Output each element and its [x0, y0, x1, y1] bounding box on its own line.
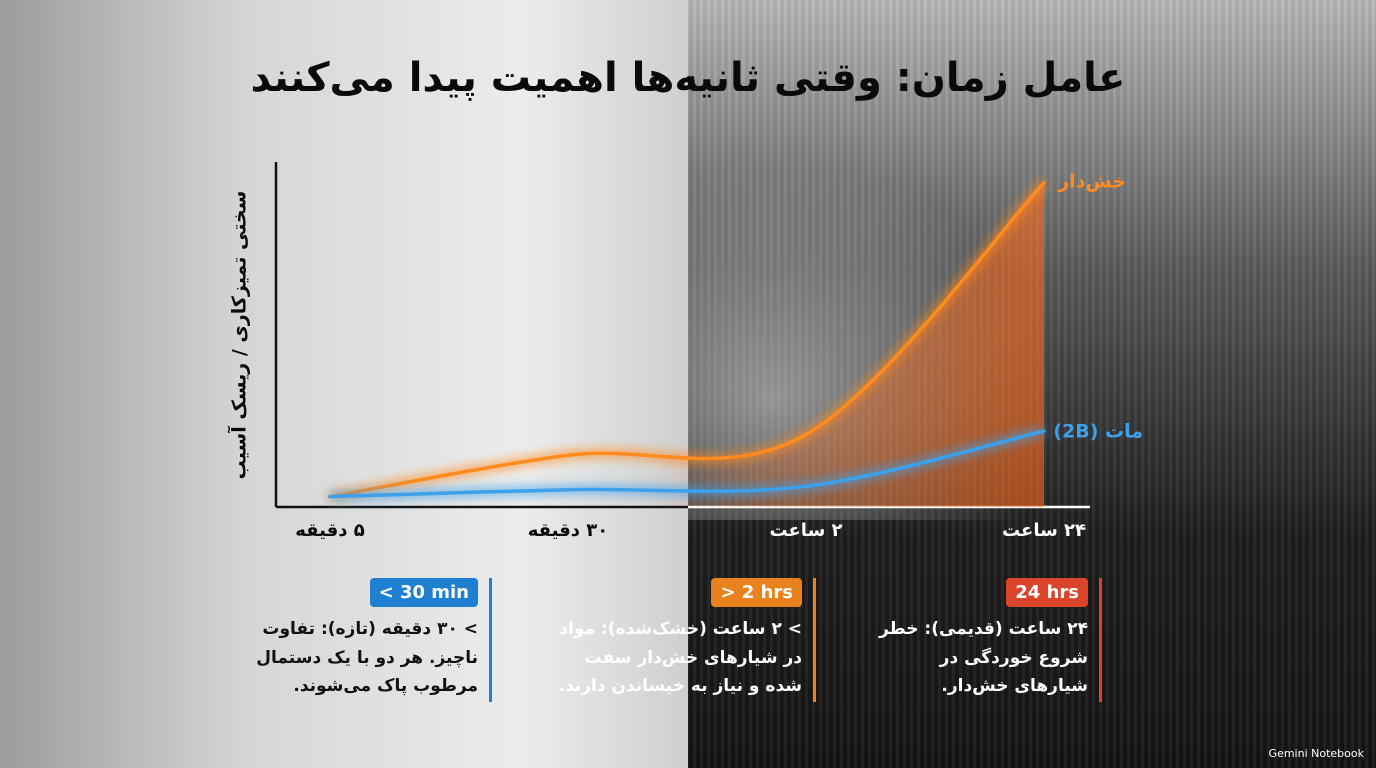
x-tick-label: ۵ دقیقه — [295, 520, 365, 541]
series-label: مات (2B) — [1053, 421, 1143, 443]
callout-body: ۲۴ ساعت (قدیمی): خطر شروع خوردگی در شیارها… — [848, 615, 1088, 701]
callout-text: ناچیز. هر دو با یک دستمال — [256, 647, 478, 668]
callout-body: > ۳۰ دقیقه (تازه): تفاوت ناچیز. هر دو با … — [238, 615, 478, 701]
area — [330, 182, 1044, 507]
footer: Gemini Notebook — [1268, 747, 1364, 760]
callout-text: > ۳۰ دقیقه (تازه): تفاوت — [262, 619, 478, 639]
x-tick-label: ۳۰ دقیقه — [528, 520, 609, 541]
callout-body: > ۲ ساعت (خشک‌شده): مواد در شیارهای خش‌دا… — [558, 615, 802, 701]
callout: > 2 hrs > ۲ ساعت (خشک‌شده): مواد در شیارها… — [558, 578, 802, 701]
x-tick-label: ۲۴ ساعت — [1002, 520, 1086, 541]
callout-tag: > 2 hrs — [711, 578, 802, 607]
callout-text: شده و نیاز به خیساندن دارند. — [558, 676, 802, 696]
chart-title: عامل زمان: وقتی ثانیه‌ها اهمیت پیدا می‌ک… — [251, 55, 1126, 101]
callout-bar — [813, 578, 816, 702]
x-tick-label: ۲ ساعت — [769, 520, 842, 541]
callout-text: شیارهای خش‌دار. — [941, 676, 1088, 696]
callout-tag: < 30 min — [369, 578, 478, 607]
callout-text: مرطوب پاک می‌شوند. — [293, 676, 478, 696]
callout-text: ۲۴ ساعت (قدیمی): خطر — [879, 619, 1088, 639]
series-label: خش‌دار — [1057, 171, 1126, 193]
callout-bar — [1099, 578, 1102, 702]
callout-bar — [489, 578, 492, 702]
line — [328, 180, 1046, 499]
callout: < 30 min > ۳۰ دقیقه (تازه): تفاوت ناچیز. ه… — [238, 578, 478, 701]
callout-text: در شیارهای خش‌دار سفت — [584, 647, 802, 668]
callout-text: شروع خوردگی در — [939, 647, 1088, 668]
callout-tag: 24 hrs — [1006, 578, 1088, 607]
y-axis-label: سختی تمیزکاری / ریسک آسیب — [227, 191, 251, 480]
callout-text: > ۲ ساعت (خشک‌شده): مواد — [559, 619, 802, 639]
line — [328, 429, 1046, 499]
callout: 24 hrs ۲۴ ساعت (قدیمی): خطر شروع خوردگی در… — [848, 578, 1088, 701]
